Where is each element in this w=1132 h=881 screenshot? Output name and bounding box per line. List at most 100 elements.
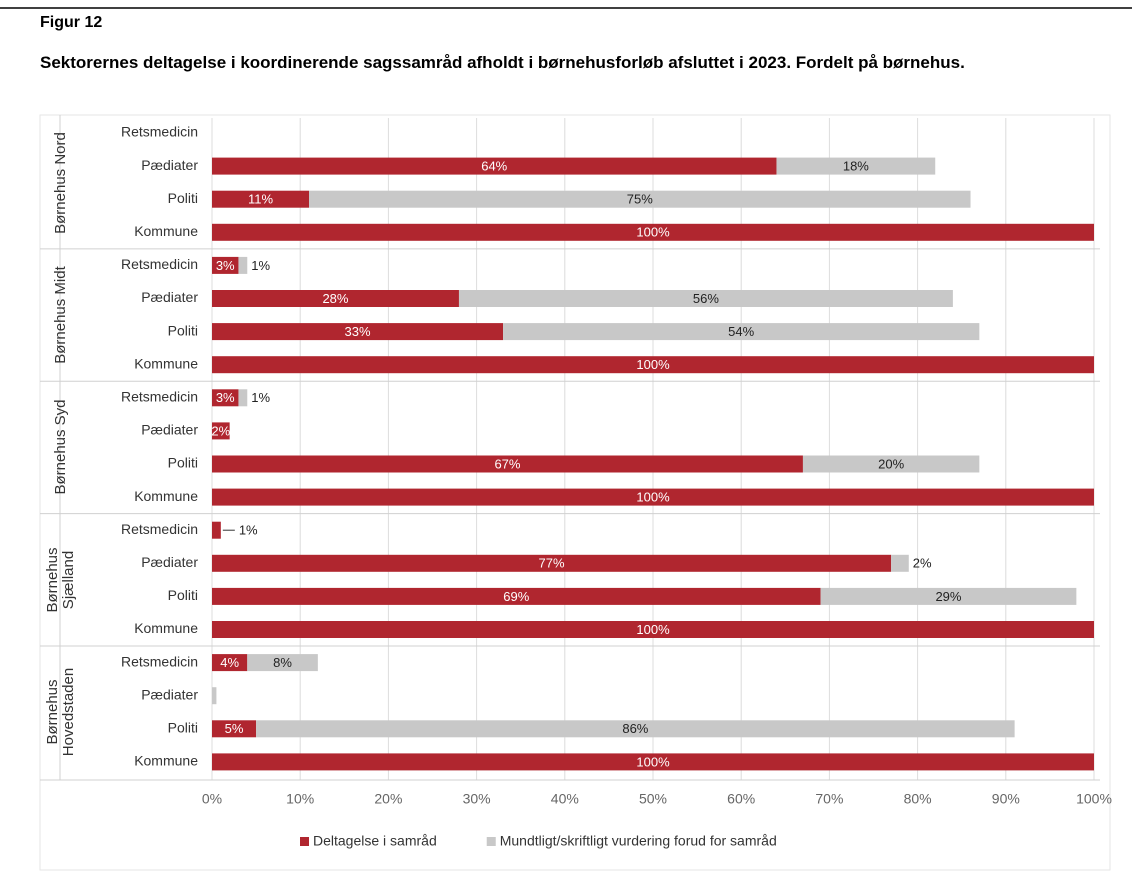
data-label: 2% (211, 423, 230, 438)
bar-segment (212, 422, 230, 440)
data-label: 100% (636, 490, 670, 505)
bar-segment (212, 587, 821, 605)
bar-segment (212, 687, 217, 705)
bar-segment (212, 654, 248, 672)
data-label: 5% (225, 721, 244, 736)
group-label: Børnehus Sjælland (44, 547, 77, 613)
bar-segment (503, 323, 980, 341)
bar-segment (212, 157, 777, 175)
data-label: 8% (273, 655, 292, 670)
bar-segment (458, 290, 953, 307)
chart-title: Sektorernes deltagelse i koordinerende s… (40, 53, 965, 72)
bar-segment (247, 654, 318, 672)
data-label: 1% (251, 258, 270, 273)
x-tick-label: 100% (1076, 791, 1112, 807)
x-tick-label: 60% (727, 791, 755, 807)
data-label: 20% (878, 456, 904, 471)
x-tick-label: 50% (639, 791, 667, 807)
figure-label: Figur 12 (40, 14, 103, 31)
group-label: Børnehus Syd (52, 399, 69, 495)
y-tick-label: Retsmedicin (121, 256, 198, 272)
data-label: 1% (239, 523, 258, 538)
bar-segment (212, 389, 239, 407)
bar-segment (212, 256, 239, 274)
y-tick-label: Kommune (134, 355, 198, 371)
legend-swatch (300, 837, 309, 846)
data-label: 100% (636, 357, 670, 372)
y-tick-label: Retsmedicin (121, 389, 198, 405)
bar-segment (212, 290, 459, 307)
y-tick-label: Retsmedicin (121, 653, 198, 669)
bar-segment (212, 356, 1094, 374)
data-label: 29% (935, 589, 961, 604)
bar-segment (776, 157, 936, 175)
data-label: 3% (216, 390, 235, 405)
data-label: 1% (251, 390, 270, 405)
bar-segment (256, 720, 1015, 738)
y-tick-label: Politi (168, 322, 198, 338)
data-label: 100% (636, 622, 670, 637)
y-tick-label: Retsmedicin (121, 124, 198, 140)
data-label: 100% (636, 225, 670, 240)
y-tick-label: Politi (168, 587, 198, 603)
data-label: 75% (627, 192, 653, 207)
bar-segment (212, 521, 221, 539)
chart-frame (39, 114, 1111, 871)
group-label: Børnehus Nord (52, 131, 69, 234)
data-label: 54% (728, 324, 754, 339)
data-label: 11% (248, 192, 273, 207)
bar-segment (212, 323, 504, 341)
x-tick-label: 80% (904, 791, 932, 807)
bar-segment (820, 587, 1077, 605)
y-tick-label: Retsmedicin (121, 521, 198, 537)
bar-segment (212, 621, 1094, 638)
bar-segment (891, 554, 909, 572)
data-label: 100% (636, 754, 670, 769)
bar-segment (802, 455, 980, 473)
x-tick-label: 10% (286, 791, 314, 807)
y-tick-label: Kommune (134, 488, 198, 504)
bar-segment (238, 256, 248, 274)
legend-label: Mundtligt/skriftligt vurdering forud for… (500, 833, 777, 849)
data-label: 69% (503, 589, 529, 604)
x-tick-label: 90% (992, 791, 1020, 807)
data-label: 28% (322, 291, 348, 306)
data-label: 33% (345, 324, 371, 339)
data-label: 4% (220, 655, 239, 670)
x-tick-label: 20% (374, 791, 402, 807)
legend-label: Deltagelse i samråd (313, 833, 437, 849)
y-tick-label: Politi (168, 190, 198, 206)
y-tick-label: Kommune (134, 223, 198, 239)
data-label: 64% (481, 159, 507, 174)
bar-segment (309, 190, 971, 208)
y-tick-label: Pædiater (141, 289, 198, 305)
bar-segment (212, 554, 892, 572)
bar-segment (212, 223, 1094, 241)
x-tick-label: 40% (551, 791, 579, 807)
x-tick-label: 30% (463, 791, 491, 807)
data-label: 3% (216, 258, 235, 273)
y-tick-label: Politi (168, 455, 198, 471)
data-label: 18% (843, 159, 869, 174)
y-tick-label: Politi (168, 720, 198, 736)
y-tick-label: Pædiater (141, 554, 198, 570)
data-label: 86% (622, 721, 648, 736)
y-tick-label: Pædiater (141, 686, 198, 702)
x-tick-label: 70% (815, 791, 843, 807)
group-label: Børnehus Hovedstaden (44, 668, 77, 757)
x-tick-label: 0% (202, 791, 222, 807)
y-tick-label: Pædiater (141, 422, 198, 438)
data-label: 56% (693, 291, 719, 306)
bar-segment (212, 488, 1094, 506)
y-tick-label: Kommune (134, 753, 198, 769)
group-label: Børnehus Midt (52, 266, 69, 364)
bar-segment (238, 389, 248, 407)
bar-segment (212, 455, 803, 473)
data-label: 67% (494, 456, 520, 471)
bar-segment (212, 720, 257, 738)
data-label: 77% (539, 556, 565, 571)
data-label: 2% (913, 556, 932, 571)
bar-segment (212, 753, 1094, 771)
